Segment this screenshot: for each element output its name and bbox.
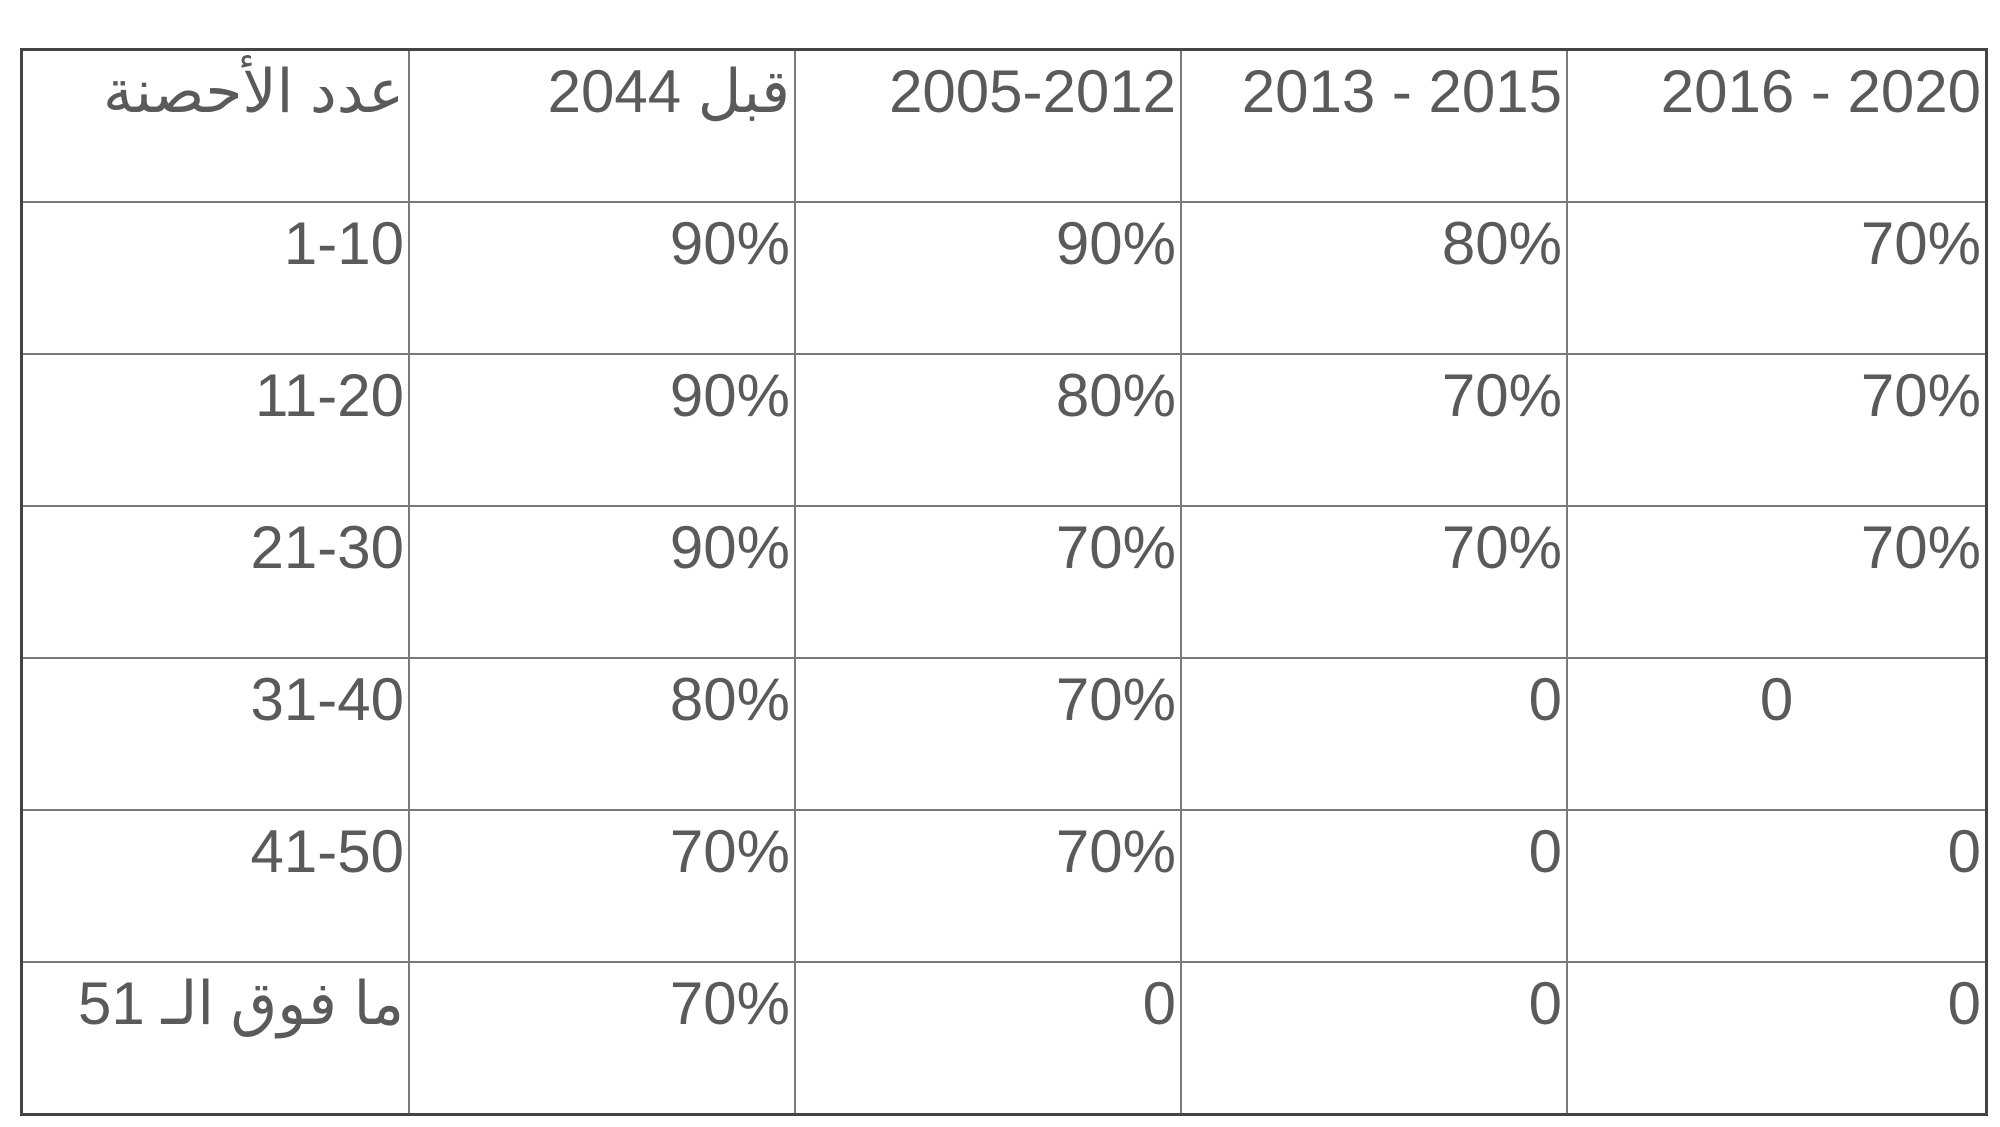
table-cell: 0 — [1566, 657, 1988, 811]
table-cell: 70% — [1180, 353, 1568, 507]
table-row: 21-30 90% 70% 70% 70% — [20, 505, 1988, 659]
table-cell: 70% — [794, 809, 1182, 963]
table-cell: 0 — [794, 961, 1182, 1116]
table-cell: 21-30 — [20, 505, 410, 659]
table-cell: 70% — [1180, 505, 1568, 659]
table-row: 11-20 90% 80% 70% 70% — [20, 353, 1988, 507]
table-cell: 70% — [1566, 505, 1988, 659]
table-cell: 80% — [1180, 201, 1568, 355]
header-cell: 2016 - 2020 — [1566, 48, 1988, 203]
table-row: 31-40 80% 70% 0 0 — [20, 657, 1988, 811]
table-cell: 80% — [408, 657, 796, 811]
table-cell: 0 — [1180, 809, 1568, 963]
table-body: عدد الأحصنة قبل 2044 2005-2012 2013 - 2015 2… — [20, 48, 1988, 1116]
table-cell: ما فوق الـ 51 — [20, 961, 410, 1116]
table-cell: 1-10 — [20, 201, 410, 355]
table-cell: 90% — [408, 201, 796, 355]
table-cell: 80% — [794, 353, 1182, 507]
data-table: عدد الأحصنة قبل 2044 2005-2012 2013 - 2015 2… — [20, 48, 1988, 1116]
table-cell: 90% — [794, 201, 1182, 355]
table-cell: 70% — [794, 657, 1182, 811]
table-cell: 0 — [1180, 961, 1568, 1116]
header-cell: عدد الأحصنة — [20, 48, 410, 203]
table-cell: 70% — [1566, 353, 1988, 507]
table-row: 41-50 70% 70% 0 0 — [20, 809, 1988, 963]
table-row: ما فوق الـ 51 70% 0 0 0 — [20, 961, 1988, 1116]
table-cell: 0 — [1566, 961, 1988, 1116]
table-cell: 70% — [794, 505, 1182, 659]
header-cell: قبل 2044 — [408, 48, 796, 203]
table-cell: 41-50 — [20, 809, 410, 963]
header-row: عدد الأحصنة قبل 2044 2005-2012 2013 - 2015 2… — [20, 48, 1988, 203]
header-cell: 2013 - 2015 — [1180, 48, 1568, 203]
table-row: 1-10 90% 90% 80% 70% — [20, 201, 1988, 355]
table-cell: 70% — [408, 961, 796, 1116]
table-cell: 90% — [408, 505, 796, 659]
table-cell: 11-20 — [20, 353, 410, 507]
header-cell: 2005-2012 — [794, 48, 1182, 203]
table-cell: 70% — [1566, 201, 1988, 355]
table-cell: 0 — [1180, 657, 1568, 811]
table-cell: 31-40 — [20, 657, 410, 811]
table-cell: 90% — [408, 353, 796, 507]
table-cell: 0 — [1566, 809, 1988, 963]
table-cell: 70% — [408, 809, 796, 963]
